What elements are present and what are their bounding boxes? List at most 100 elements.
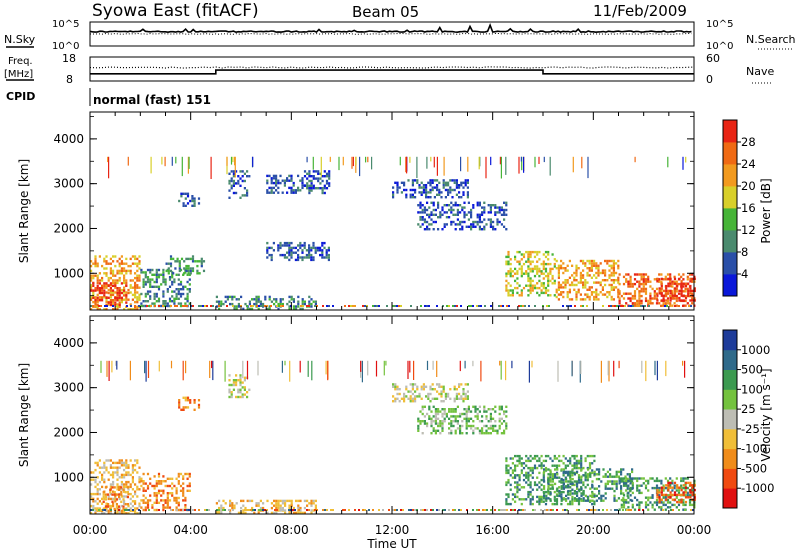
- echo-cell: [432, 201, 435, 204]
- echo-cell: [246, 307, 249, 311]
- echo-cell: [496, 429, 499, 432]
- echo-cell: [230, 184, 233, 187]
- echo-cell: [453, 400, 456, 403]
- echo-cell: [376, 305, 378, 307]
- echo-cell: [414, 188, 417, 192]
- echo-cell: [577, 288, 580, 291]
- colorbar-tick-label: 100: [741, 382, 763, 396]
- echo-cell: [168, 492, 172, 495]
- echo-cell: [610, 279, 613, 282]
- echo-cell: [580, 464, 583, 467]
- echo-cell: [485, 429, 488, 432]
- echo-cell: [462, 191, 465, 194]
- echo-cell: [283, 244, 286, 247]
- echo-cell: [464, 184, 467, 187]
- echo-cell: [428, 228, 431, 231]
- echo-cell: [676, 484, 679, 487]
- velocity-x-ticks: 00:00 04:00 08:00 12:00 16:00 20:00 00:00: [73, 316, 711, 537]
- echo-cell: [566, 509, 568, 511]
- colorbar-swatch: [723, 274, 737, 297]
- echo-cell: [109, 492, 112, 496]
- echo-cell: [573, 499, 576, 502]
- echo-cell: [96, 507, 99, 510]
- echo-cell: [240, 506, 243, 510]
- echo-cell: [487, 432, 490, 435]
- echo-cell: [239, 177, 242, 180]
- echo-cell: [460, 181, 463, 184]
- echo-cell: [109, 485, 112, 489]
- echo-cell: [98, 255, 101, 258]
- echo-cell: [631, 506, 634, 509]
- echo-cell: [529, 289, 532, 292]
- echo-cell: [686, 275, 689, 279]
- echo-cell: [162, 295, 165, 298]
- echo-cell: [155, 499, 158, 502]
- echo-cell: [279, 246, 282, 250]
- echo-cell: [282, 509, 284, 511]
- echo-cell: [529, 469, 532, 472]
- echo-cell: [416, 179, 419, 182]
- echo-cell: [321, 175, 324, 178]
- echo-cell: [450, 220, 453, 224]
- echo-cell: [308, 305, 310, 307]
- echo-cell: [481, 420, 484, 423]
- echo-cell: [680, 488, 683, 492]
- echo-cell: [691, 297, 694, 300]
- echo-cell: [437, 204, 440, 207]
- echo-cell: [651, 506, 654, 509]
- echo-cell: [151, 278, 154, 281]
- nsky-tick-high: 10^5: [52, 19, 79, 30]
- echo-cell: [557, 269, 560, 272]
- echo-cell: [664, 503, 667, 507]
- echo-cell: [481, 228, 484, 231]
- echo-cell: [118, 272, 121, 275]
- echo-cell: [286, 177, 289, 180]
- echo-cell: [421, 218, 424, 221]
- echo-cell: [277, 181, 280, 185]
- echo-cell: [116, 287, 119, 290]
- echo-cell: [609, 473, 612, 476]
- echo-cell: [579, 293, 582, 296]
- echo-cell: [671, 304, 674, 307]
- echo-cell: [430, 218, 433, 221]
- echo-cell: [678, 500, 681, 504]
- echo-cell: [620, 487, 623, 490]
- echo-cell: [120, 488, 123, 491]
- echo-cell: [680, 493, 683, 497]
- echo-cell: [665, 284, 668, 288]
- echo-cell: [669, 496, 672, 499]
- echo-cell: [253, 302, 256, 306]
- echo-cell: [588, 466, 592, 470]
- echo-cell: [123, 476, 126, 479]
- echo-cell: [549, 499, 552, 502]
- echo-cell: [90, 495, 93, 498]
- echo-cell: [593, 473, 596, 476]
- echo-cell: [562, 295, 565, 299]
- echo-cell: [153, 292, 156, 296]
- echo-cell: [442, 390, 445, 393]
- echo-cell: [618, 273, 621, 276]
- echo-cell: [232, 305, 234, 307]
- echo-cell: [260, 509, 262, 511]
- echo-cell: [633, 508, 637, 511]
- echo-cell: [566, 493, 570, 496]
- echo-cell: [461, 228, 464, 231]
- echo-cell: [452, 220, 455, 224]
- echo-cell: [591, 469, 594, 472]
- echo-cell: [299, 499, 302, 503]
- echo-cell: [492, 429, 495, 432]
- echo-cell: [489, 432, 492, 435]
- echo-cell: [184, 271, 187, 274]
- echo-cell: [92, 296, 95, 299]
- echo-cell: [432, 213, 435, 216]
- echo-cell: [228, 189, 231, 192]
- echo-cell: [615, 482, 618, 486]
- echo-cell: [125, 279, 128, 282]
- echo-cell: [564, 466, 567, 470]
- echo-cell: [131, 308, 134, 311]
- echo-cell: [114, 255, 117, 258]
- echo-cell: [575, 298, 578, 301]
- echo-cell: [550, 509, 552, 511]
